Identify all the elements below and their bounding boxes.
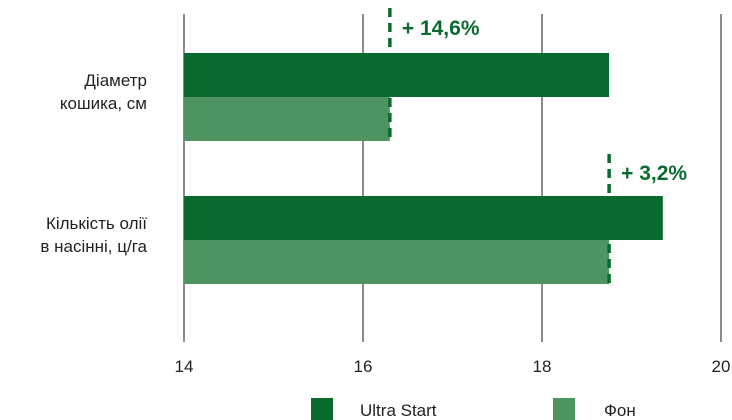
bar-ultra-start-2 [184, 196, 663, 240]
bar-fon-1 [184, 97, 390, 141]
category-label-1: Діаметр кошика, см [60, 71, 147, 113]
legend-label-ultra-start: Ultra Start [360, 401, 437, 420]
annotation-1: + 14,6% [402, 17, 480, 40]
tick-label-20: 20 [712, 357, 731, 376]
tick-label-14: 14 [175, 357, 194, 376]
bar-fon-2 [184, 240, 610, 284]
annotation-2: + 3,2% [621, 162, 687, 185]
tick-label-16: 16 [354, 357, 373, 376]
bar-ultra-start-1 [184, 53, 610, 97]
tick-label-18: 18 [533, 357, 552, 376]
legend-label-fon: Фон [604, 401, 636, 420]
legend-swatch-fon [553, 398, 575, 420]
category-label-2: Кількість олії в насінні, ц/га [40, 214, 147, 256]
legend-swatch-ultra-start [311, 398, 333, 420]
